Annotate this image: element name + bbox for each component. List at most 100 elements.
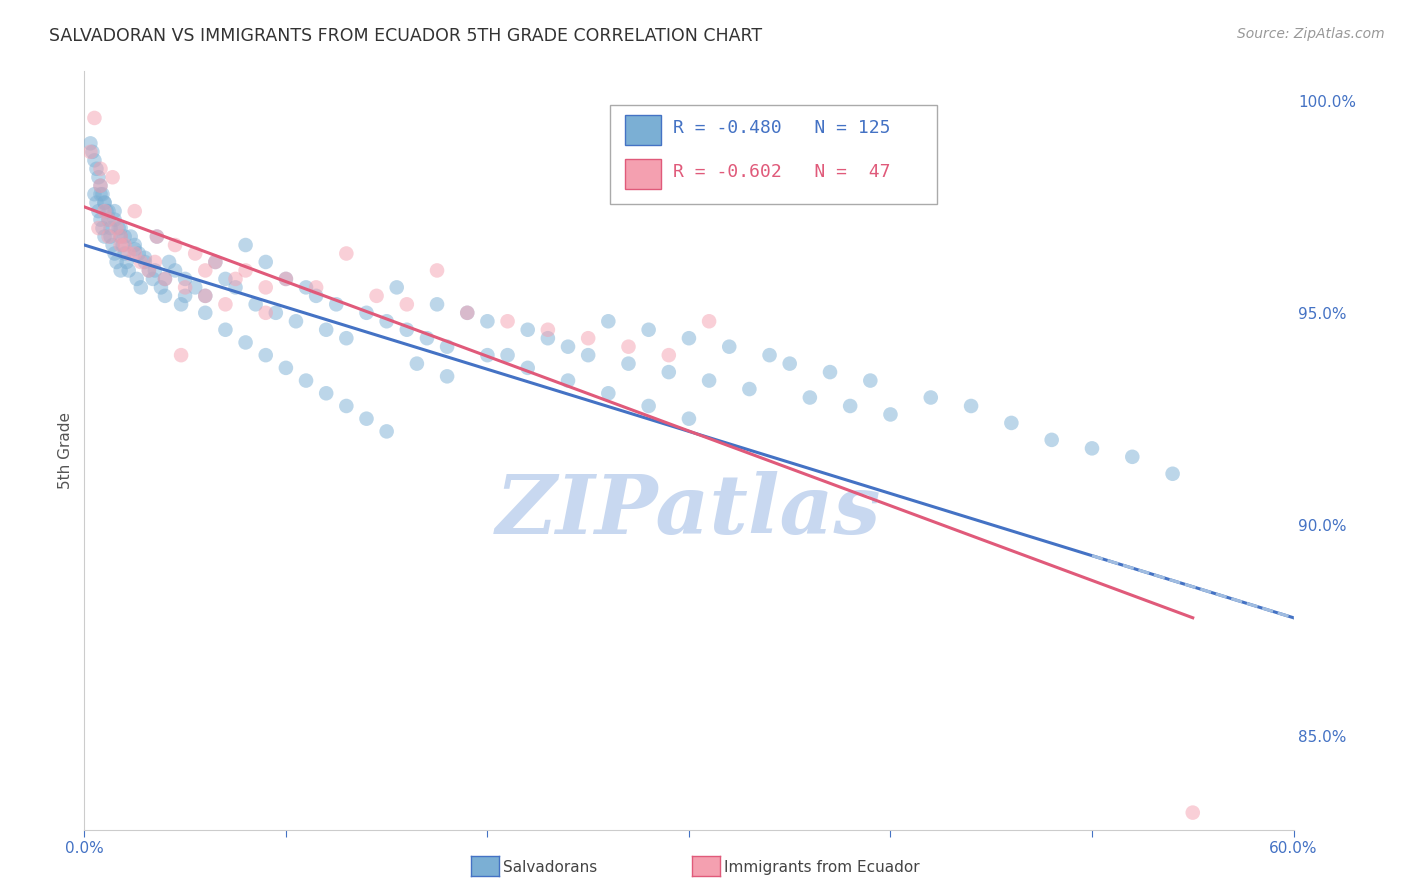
Point: [83, 187, 105, 202]
Point: [118, 263, 141, 277]
Point: [125, 272, 148, 286]
Point: [436, 369, 458, 384]
Point: [87, 221, 110, 235]
Point: [718, 340, 741, 354]
Point: [658, 365, 681, 379]
Point: [104, 246, 127, 260]
Point: [264, 306, 287, 320]
Point: [537, 331, 560, 345]
Point: [395, 323, 418, 337]
Point: [315, 386, 337, 401]
Point: [134, 255, 156, 269]
Point: [637, 399, 659, 413]
Point: [101, 170, 124, 185]
Point: [496, 348, 519, 362]
Point: [100, 221, 122, 235]
Point: [315, 323, 337, 337]
Point: [375, 425, 398, 439]
Point: [83, 153, 105, 168]
Point: [128, 246, 150, 260]
Point: [839, 399, 862, 413]
Point: [101, 238, 124, 252]
Point: [184, 246, 207, 260]
Point: [170, 297, 193, 311]
Point: [89, 187, 111, 202]
Point: [245, 297, 267, 311]
Point: [165, 263, 187, 277]
Point: [105, 221, 128, 235]
Point: [516, 323, 538, 337]
Point: [87, 204, 110, 219]
Point: [598, 386, 620, 401]
Point: [97, 229, 120, 244]
Point: [960, 399, 983, 413]
Point: [214, 323, 236, 337]
Point: [153, 272, 176, 286]
Point: [100, 229, 122, 244]
Point: [697, 374, 720, 388]
Point: [89, 212, 111, 227]
Point: [82, 145, 104, 159]
Point: [79, 136, 101, 151]
Point: [920, 391, 942, 405]
Point: [91, 187, 114, 202]
Point: [114, 229, 136, 244]
Text: Immigrants from Ecuador: Immigrants from Ecuador: [724, 860, 920, 874]
Point: [134, 251, 156, 265]
Point: [477, 314, 499, 328]
Point: [254, 280, 277, 294]
Point: [456, 306, 478, 320]
Point: [120, 229, 142, 244]
Point: [779, 357, 801, 371]
Point: [516, 360, 538, 375]
Point: [225, 272, 247, 286]
Point: [697, 314, 720, 328]
Point: [124, 246, 146, 260]
Point: [1181, 805, 1204, 820]
Point: [110, 229, 132, 244]
Point: [416, 331, 439, 345]
Point: [110, 229, 132, 244]
Point: [194, 289, 217, 303]
Point: [385, 280, 408, 294]
Point: [118, 246, 141, 260]
Point: [89, 161, 111, 176]
Point: [254, 306, 277, 320]
Point: [214, 297, 236, 311]
Point: [83, 111, 105, 125]
Y-axis label: 5th Grade: 5th Grade: [58, 412, 73, 489]
Point: [305, 280, 328, 294]
Point: [146, 229, 169, 244]
Point: [325, 297, 347, 311]
Point: [165, 238, 187, 252]
Point: [617, 357, 640, 371]
Point: [93, 195, 115, 210]
Point: [146, 229, 169, 244]
Point: [149, 280, 172, 294]
Point: [254, 255, 277, 269]
Point: [89, 178, 111, 193]
FancyBboxPatch shape: [624, 114, 661, 145]
Point: [678, 331, 700, 345]
Point: [859, 374, 882, 388]
Point: [86, 195, 108, 210]
Point: [96, 204, 118, 219]
Point: [576, 331, 599, 345]
Point: [225, 280, 247, 294]
Point: [129, 280, 152, 294]
Text: R = -0.602   N =  47: R = -0.602 N = 47: [673, 163, 891, 181]
Point: [104, 212, 127, 227]
Point: [598, 314, 620, 328]
Point: [295, 280, 318, 294]
Point: [104, 204, 127, 219]
Text: ZIPatlas: ZIPatlas: [496, 471, 882, 551]
Point: [194, 289, 217, 303]
Point: [305, 289, 328, 303]
Point: [738, 382, 761, 396]
Point: [111, 238, 134, 252]
Point: [1000, 416, 1022, 430]
Point: [124, 242, 146, 256]
Point: [184, 280, 207, 294]
Point: [124, 238, 146, 252]
Point: [143, 255, 166, 269]
